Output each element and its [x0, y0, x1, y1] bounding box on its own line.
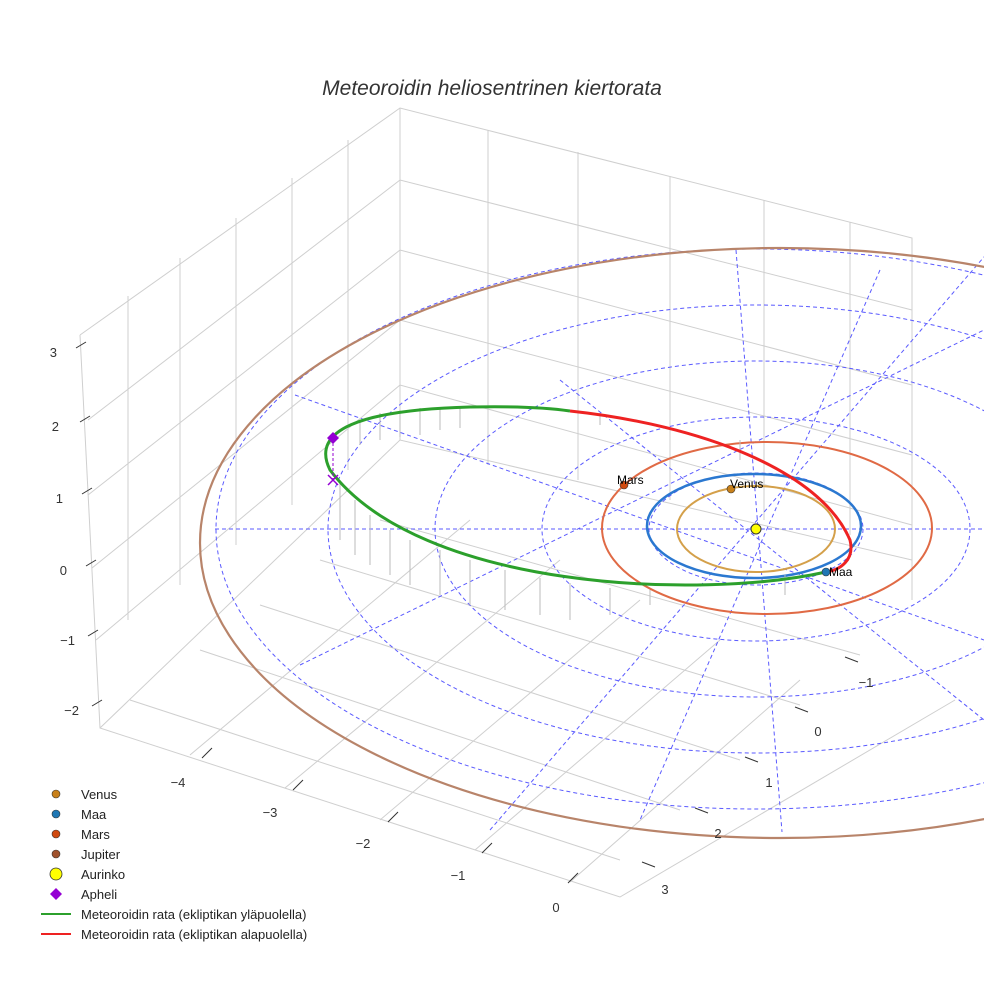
y-axis-tick-labels: −1 0 1 2 3	[661, 675, 873, 897]
legend-label: Apheli	[81, 887, 117, 902]
legend-item-maa[interactable]: Maa	[51, 807, 107, 822]
legend-item-apheli[interactable]: Apheli	[50, 887, 117, 902]
x-tick: −3	[263, 805, 278, 820]
x-tick: −4	[171, 775, 186, 790]
legend-item-mars[interactable]: Mars	[51, 827, 110, 842]
drop-lines	[339, 407, 786, 620]
legend-item-aurinko[interactable]: Aurinko	[49, 867, 125, 882]
legend-label: Venus	[81, 787, 118, 802]
z-axis-tick-labels: 3 2 1 0 −1 −2	[50, 345, 79, 718]
y-tick: 3	[661, 882, 668, 897]
z-tick: −1	[60, 633, 75, 648]
x-axis	[201, 747, 579, 884]
venus-marker[interactable]	[726, 484, 736, 494]
legend-label: Meteoroidin rata (ekliptikan yläpuolella…	[81, 907, 306, 922]
z-axis	[75, 341, 103, 707]
legend-item-orbit-above[interactable]: Meteoroidin rata (ekliptikan yläpuolella…	[41, 907, 306, 922]
mars-label: Mars	[617, 473, 644, 487]
x-tick: −2	[356, 836, 371, 851]
earth-label: Maa	[829, 565, 853, 579]
grid-lines	[79, 107, 956, 898]
legend-label: Jupiter	[81, 847, 121, 862]
aphelion-projection-marker	[327, 474, 339, 486]
x-axis-tick-labels: −4 −3 −2 −1 0	[171, 775, 560, 915]
legend: Venus Maa Mars Jupiter Aurinko Apheli Me…	[41, 787, 307, 942]
y-axis	[641, 656, 859, 868]
y-tick: 1	[765, 775, 772, 790]
reference-rings	[215, 248, 984, 833]
meteoroid-orbit-above	[324, 405, 827, 587]
venus-orbit	[676, 485, 836, 573]
legend-label: Maa	[81, 807, 107, 822]
chart-title: Meteoroidin heliosentrinen kiertorata	[322, 77, 662, 100]
meteoroid-orbit-below	[569, 409, 853, 574]
x-tick: −1	[451, 868, 466, 883]
legend-label: Aurinko	[81, 867, 125, 882]
legend-item-orbit-below[interactable]: Meteoroidin rata (ekliptikan alapuolella…	[41, 927, 307, 942]
z-tick: 1	[56, 491, 63, 506]
sun-marker[interactable]	[750, 523, 762, 535]
legend-label: Mars	[81, 827, 110, 842]
mars-marker[interactable]	[619, 480, 629, 490]
z-tick: 2	[52, 419, 59, 434]
y-tick: −1	[859, 675, 874, 690]
venus-label: Venus	[730, 477, 763, 491]
earth-marker[interactable]	[821, 567, 831, 577]
y-tick: 2	[714, 826, 721, 841]
legend-item-venus[interactable]: Venus	[51, 787, 118, 802]
legend-item-jupiter[interactable]: Jupiter	[51, 847, 121, 862]
z-tick: −2	[64, 703, 79, 718]
earth-orbit	[645, 472, 863, 580]
aphelion-marker[interactable]	[327, 432, 339, 444]
z-tick: 3	[50, 345, 57, 360]
mars-orbit	[601, 441, 933, 615]
x-tick: 0	[552, 900, 559, 915]
y-tick: 0	[814, 724, 821, 739]
jupiter-orbit	[199, 246, 984, 840]
z-tick: 0	[60, 563, 67, 578]
legend-label: Meteoroidin rata (ekliptikan alapuolella…	[81, 927, 307, 942]
